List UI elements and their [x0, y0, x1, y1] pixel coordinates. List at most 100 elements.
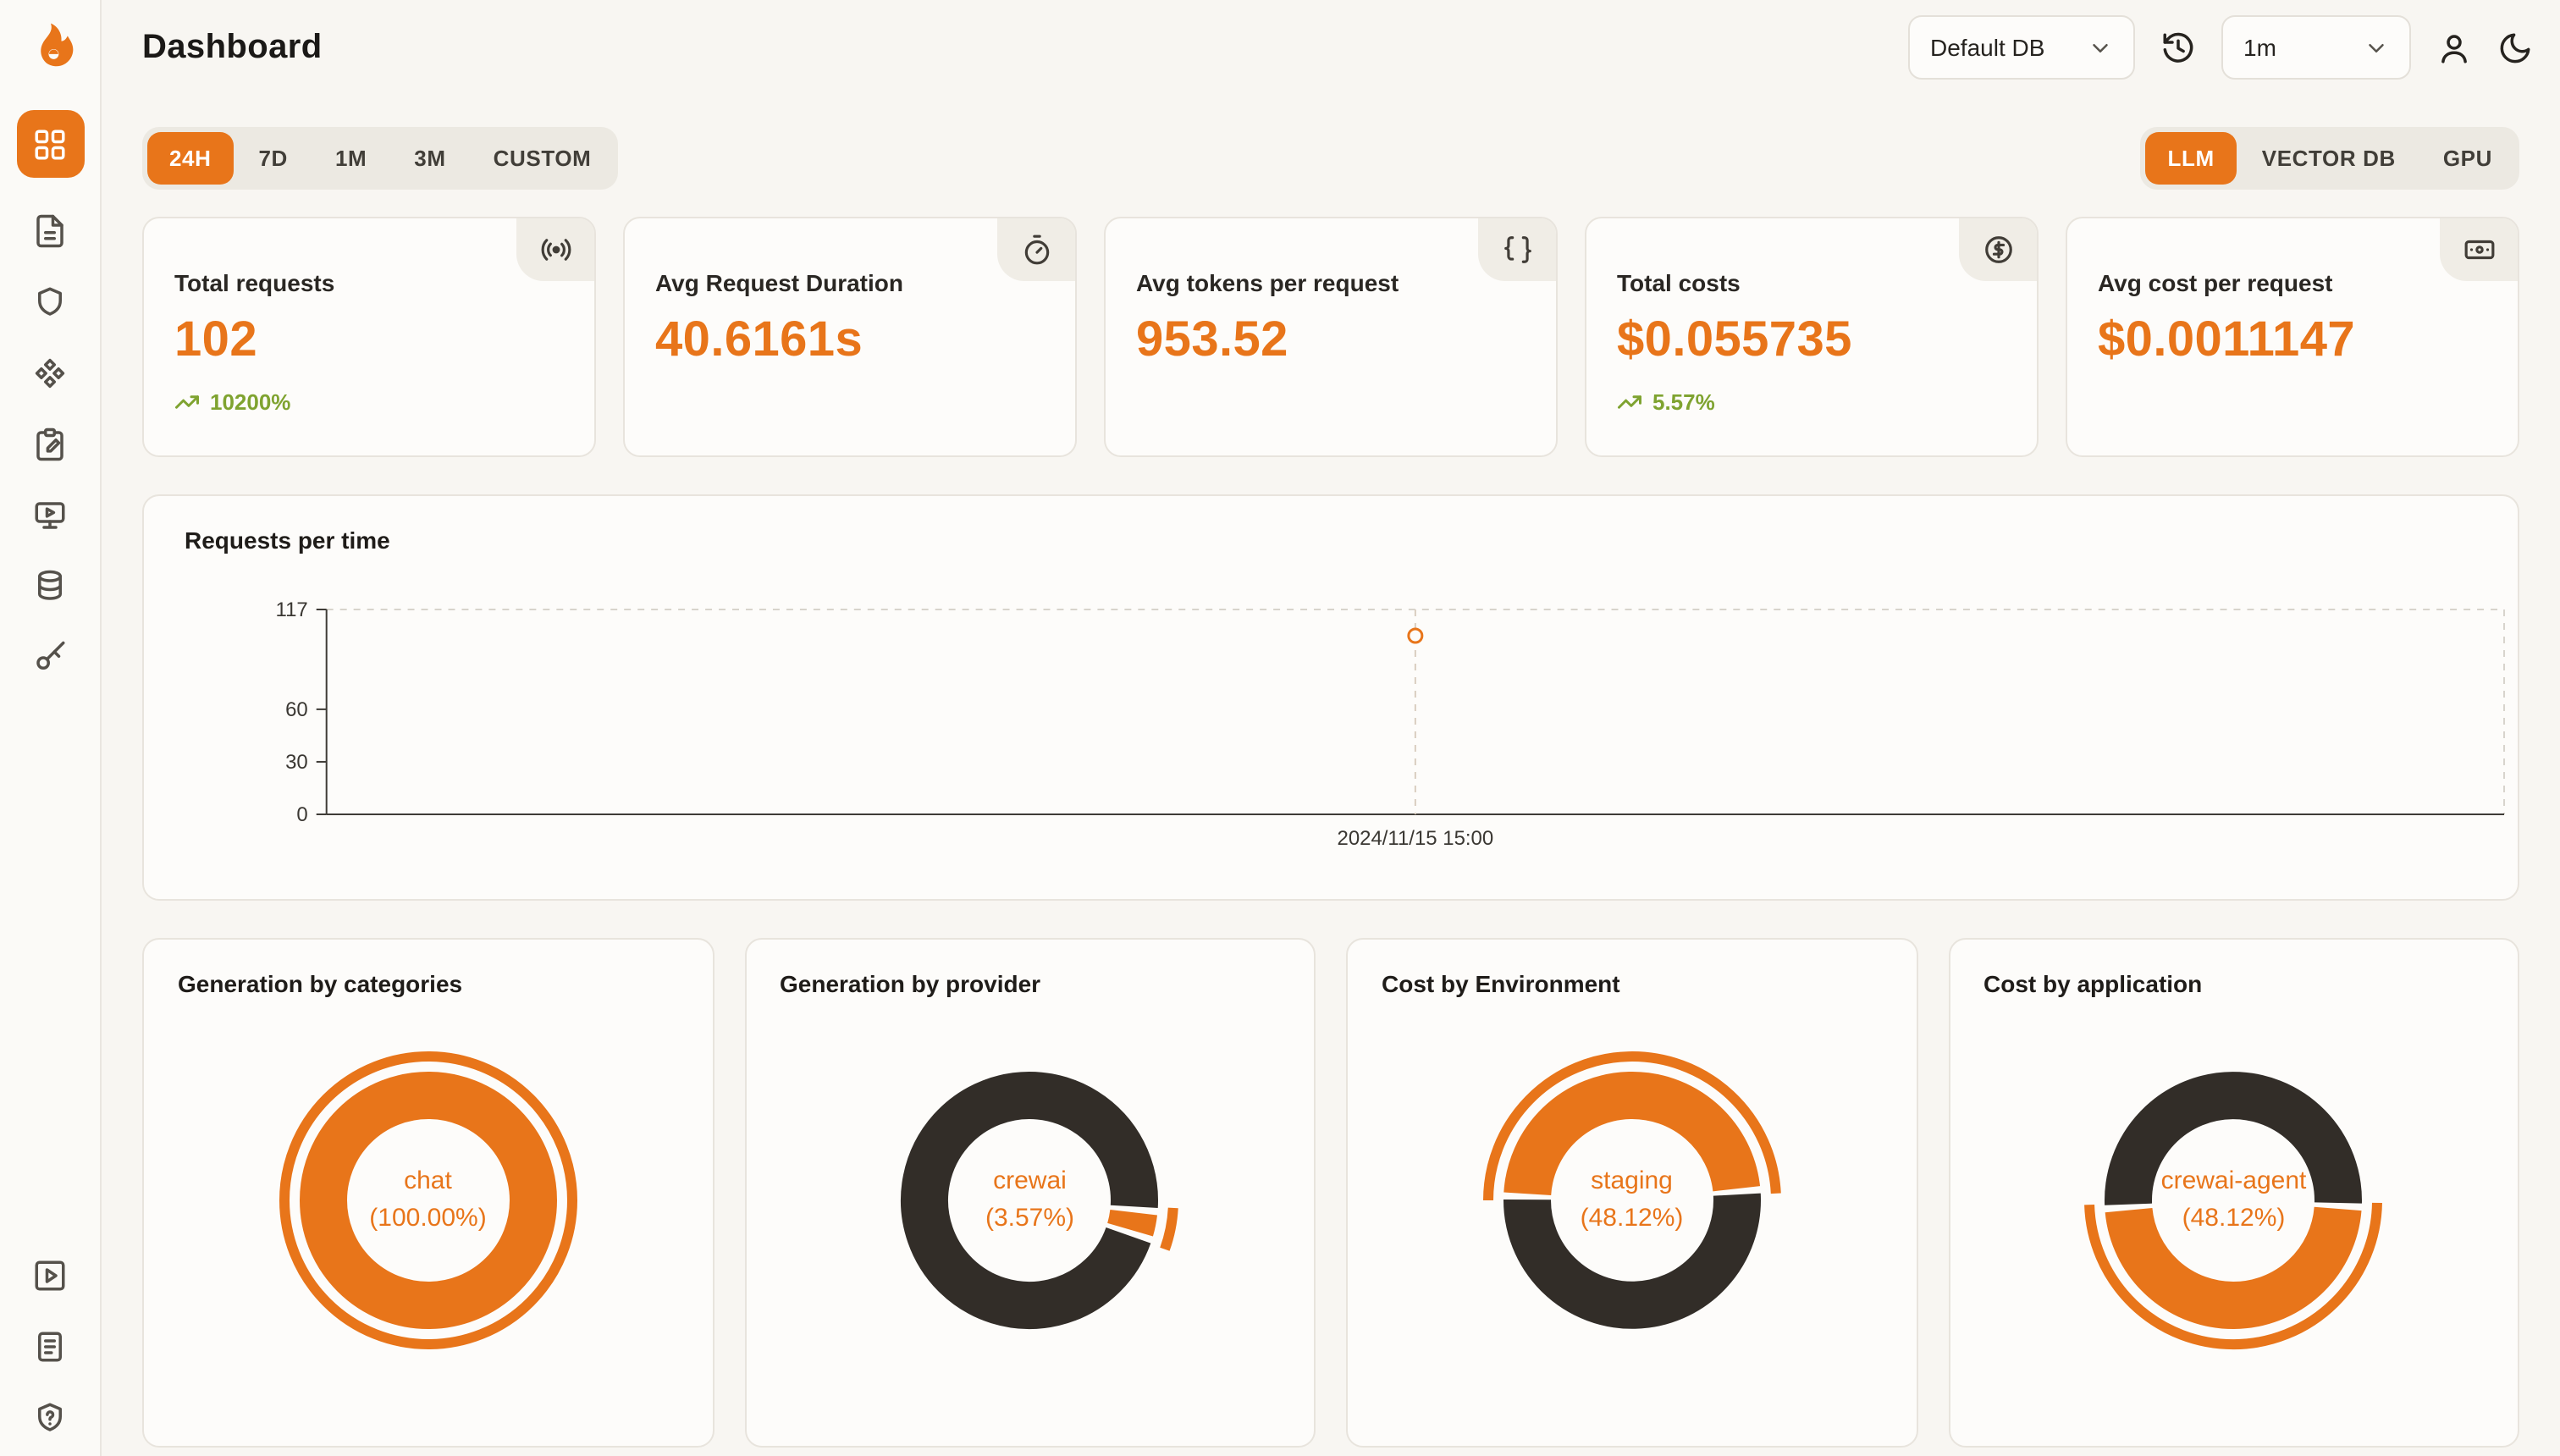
app-logo-flame-icon	[40, 23, 73, 67]
svg-text:60: 60	[285, 698, 308, 721]
stat-badge	[1959, 218, 2037, 281]
refresh-history-button[interactable]	[2160, 30, 2196, 65]
stat-label: Avg tokens per request	[1136, 269, 1399, 296]
topbar-controls: Default DB 1m	[1908, 15, 2533, 80]
playground-icon	[35, 502, 65, 529]
donut-cards: Generation by categories chat (100.00%) …	[142, 938, 2519, 1448]
donut-card-cost-environment: Cost by Environment staging (48.12%)	[1346, 938, 1917, 1448]
stat-value: 102	[174, 313, 257, 367]
moon-icon	[2500, 32, 2530, 63]
stat-badge	[997, 218, 1075, 281]
refresh-interval-select[interactable]: 1m	[2221, 15, 2411, 80]
donut-chart-provider[interactable]	[861, 1031, 1200, 1370]
database-select[interactable]: Default DB	[1908, 15, 2135, 80]
sidebar-item-api-keys[interactable]	[32, 640, 68, 676]
content: 24H 7D 1M 3M CUSTOM LLM VECTOR DB GPU	[102, 95, 2560, 1456]
donut-wrap: chat (100.00%)	[259, 1031, 598, 1370]
stat-badge	[2440, 218, 2518, 281]
banknote-icon	[2463, 240, 2494, 260]
tab-gpu[interactable]: GPU	[2442, 146, 2492, 171]
stat-card-total-costs: Total costs $0.055735 5.57%	[1585, 217, 2039, 457]
tab-1m[interactable]: 1M	[334, 146, 367, 171]
chevron-down-icon	[2093, 43, 2108, 52]
timer-icon	[1023, 234, 1049, 265]
filter-row: 24H 7D 1M 3M CUSTOM LLM VECTOR DB GPU	[142, 127, 2519, 190]
time-range-tabs: 24H 7D 1M 3M CUSTOM	[142, 127, 619, 190]
stat-trend-value: 5.57%	[1652, 389, 1715, 415]
stat-card-avg-cost: Avg cost per request $0.0011147	[2066, 217, 2519, 457]
stat-card-avg-duration: Avg Request Duration 40.6161s	[623, 217, 1077, 457]
tab-24h[interactable]: 24H	[147, 132, 234, 185]
page-title: Dashboard	[142, 28, 323, 65]
prompt-hub-icon	[35, 358, 65, 389]
stat-trend-value: 10200%	[210, 389, 291, 415]
sidebar-item-playground[interactable]	[32, 498, 68, 533]
demo-video-icon	[35, 1260, 65, 1291]
sidebar-item-requests[interactable]	[32, 213, 68, 249]
stat-value: $0.0011147	[2098, 313, 2356, 367]
sidebar-bottom-nav	[32, 1258, 68, 1436]
stat-badge	[516, 218, 594, 281]
donut-chart-environment[interactable]	[1463, 1031, 1801, 1370]
donut-card-cost-application: Cost by application crewai-agent (48.12%…	[1948, 938, 2519, 1448]
tab-vector-db[interactable]: VECTOR DB	[2261, 146, 2396, 171]
stat-label: Total requests	[174, 269, 335, 296]
tab-custom[interactable]: CUSTOM	[493, 146, 592, 171]
donut-wrap: staging (48.12%)	[1463, 1031, 1801, 1370]
trending-up-icon	[1618, 395, 1641, 409]
sidebar-nav	[16, 110, 84, 676]
stat-card-avg-tokens: Avg tokens per request 953.52	[1104, 217, 1558, 457]
requests-icon	[36, 214, 63, 248]
tab-7d[interactable]: 7D	[258, 146, 288, 171]
tab-3m[interactable]: 3M	[414, 146, 446, 171]
sidebar-item-exceptions[interactable]	[32, 284, 68, 320]
donut-title: Cost by application	[1983, 970, 2203, 997]
evaluations-icon	[36, 427, 63, 461]
dollar-circle-icon	[1984, 236, 2011, 263]
history-icon	[2163, 31, 2193, 62]
sidebar-item-databases[interactable]	[32, 569, 68, 604]
donut-wrap: crewai (3.57%)	[861, 1031, 1200, 1370]
stat-value: 40.6161s	[655, 313, 863, 367]
chevron-down-icon	[2369, 43, 2384, 52]
support-icon	[38, 1403, 62, 1431]
svg-text:117: 117	[276, 598, 308, 621]
source-tabs: LLM VECTOR DB GPU	[2140, 127, 2519, 190]
sidebar-item-evaluations[interactable]	[32, 427, 68, 462]
sidebar-item-dashboard[interactable]	[16, 110, 84, 178]
donut-chart-application[interactable]	[2065, 1031, 2403, 1370]
donut-title: Generation by provider	[780, 970, 1041, 997]
stat-card-total-requests: Total requests 102 10200%	[142, 217, 596, 457]
user-menu-button[interactable]	[2436, 30, 2472, 65]
docs-icon	[38, 1332, 62, 1362]
sidebar-item-prompt-hub[interactable]	[32, 356, 68, 391]
tab-llm[interactable]: LLM	[2145, 132, 2237, 185]
donut-card-generation-provider: Generation by provider crewai (3.57%)	[744, 938, 1316, 1448]
requests-line-chart[interactable]: 0 30 60 117 2024/11/15 15:00	[144, 574, 2518, 862]
stat-label: Avg cost per request	[2098, 269, 2333, 296]
database-select-value: Default DB	[1930, 34, 2045, 61]
sidebar-item-demo-video[interactable]	[32, 1258, 68, 1293]
user-icon	[2441, 34, 2467, 63]
donut-title: Cost by Environment	[1382, 970, 1620, 997]
sidebar-item-support[interactable]	[32, 1400, 68, 1436]
requests-per-time-panel: Requests per time 0 30 60 117 2024/11/15 15:…	[142, 494, 2519, 901]
dark-mode-toggle[interactable]	[2497, 30, 2533, 65]
databases-icon	[38, 570, 62, 600]
refresh-interval-value: 1m	[2243, 34, 2276, 61]
stat-value: 953.52	[1136, 313, 1288, 367]
main-column: Dashboard Default DB 1m	[102, 0, 2560, 1456]
svg-text:30: 30	[285, 751, 308, 774]
donut-wrap: crewai-agent (48.12%)	[2065, 1031, 2403, 1370]
donut-chart-categories[interactable]	[259, 1031, 598, 1370]
requests-per-time-title: Requests per time	[185, 527, 390, 554]
stat-cards: Total requests 102 10200%	[142, 217, 2519, 457]
sidebar-item-docs[interactable]	[32, 1329, 68, 1365]
exceptions-icon	[38, 287, 62, 316]
donut-card-generation-categories: Generation by categories chat (100.00%)	[142, 938, 714, 1448]
topbar: Dashboard Default DB 1m	[102, 0, 2560, 95]
stat-trend: 10200%	[174, 389, 564, 415]
trending-up-icon	[175, 395, 199, 409]
api-keys-icon	[36, 641, 65, 670]
